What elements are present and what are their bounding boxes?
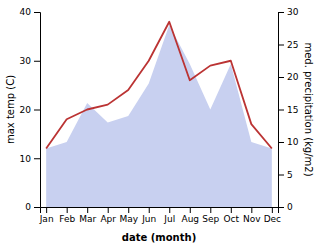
tick: 20 xyxy=(20,105,40,115)
tick: Dec xyxy=(264,207,281,224)
tick-label: 30 xyxy=(20,56,32,66)
tick-label: Oct xyxy=(224,214,240,224)
tick: Jul xyxy=(163,207,175,224)
tick-mark xyxy=(231,207,232,213)
tick-mark xyxy=(278,175,284,176)
tick: May xyxy=(119,207,138,224)
tick-mark xyxy=(251,207,252,213)
tick-label: 20 xyxy=(287,72,299,82)
tick-label: 30 xyxy=(287,7,299,17)
marks xyxy=(46,22,272,207)
tick-mark xyxy=(34,110,40,111)
y2-axis: 0 5 10 15 20 25 30 xyxy=(278,7,299,212)
axis-line xyxy=(41,208,279,214)
tick-label: Sep xyxy=(202,214,219,224)
tick-label: 20 xyxy=(20,105,32,115)
tick-mark xyxy=(278,77,284,78)
tick: Jan xyxy=(39,207,54,224)
tick: 40 xyxy=(20,7,40,17)
tick-mark xyxy=(210,207,211,213)
tick-mark xyxy=(67,207,68,213)
tick-label: Nov xyxy=(243,214,261,224)
tick-mark xyxy=(34,207,40,208)
y-axis: 0 10 20 30 40 xyxy=(20,7,41,212)
tick-label: 0 xyxy=(25,202,31,212)
tick: Mar xyxy=(79,207,96,224)
tick: 30 xyxy=(20,56,40,66)
tick-mark xyxy=(128,207,129,213)
tick-mark xyxy=(272,207,273,213)
tick-mark xyxy=(278,142,284,143)
tick-label: 10 xyxy=(287,137,299,147)
tick-label: Feb xyxy=(59,214,75,224)
tick: Sep xyxy=(202,207,219,224)
tick-label: 5 xyxy=(287,170,293,180)
plot-area: Jan Feb Mar AprMayJun Jul AugSep OctNovDec 0 10 2… xyxy=(20,7,299,224)
tick: 0 xyxy=(25,202,40,212)
tick-mark xyxy=(190,207,191,213)
tick-mark xyxy=(169,207,170,213)
tick: 10 xyxy=(20,154,40,164)
tick-mark xyxy=(34,158,40,159)
line xyxy=(46,22,272,149)
axis-line xyxy=(34,13,41,208)
tick-label: Jul xyxy=(163,214,175,224)
tick-mark xyxy=(278,207,284,208)
tick-label: 25 xyxy=(287,40,298,50)
tick-label: Apr xyxy=(100,214,116,224)
tick-label: 15 xyxy=(287,105,298,115)
tick-mark xyxy=(278,12,284,13)
tick-mark xyxy=(87,207,88,213)
tick: 5 xyxy=(278,170,293,180)
tick: Apr xyxy=(100,207,116,224)
tick-label: May xyxy=(119,214,138,224)
tick-mark xyxy=(34,61,40,62)
tick: 25 xyxy=(278,40,298,50)
tick-label: 10 xyxy=(20,154,32,164)
tick-label: 40 xyxy=(20,7,32,17)
x-axis-title: date (month) xyxy=(122,232,196,243)
tick: Oct xyxy=(224,207,240,224)
tick-label: Dec xyxy=(264,214,281,224)
tick-label: Mar xyxy=(79,214,96,224)
tick-mark xyxy=(34,12,40,13)
x-axis: Jan Feb Mar AprMayJun Jul AugSep OctNovDec xyxy=(39,207,281,224)
tick-mark xyxy=(46,207,47,213)
tick: Aug xyxy=(181,207,199,224)
tick-mark xyxy=(278,45,284,46)
y2-axis-title: med. precipitation (kg/m2) xyxy=(303,42,314,176)
tick-label: Jun xyxy=(141,214,156,224)
tick-label: Jan xyxy=(39,214,54,224)
tick: 0 xyxy=(278,202,293,212)
tick-mark xyxy=(278,110,284,111)
tick: 20 xyxy=(278,72,299,82)
tick-mark xyxy=(108,207,109,213)
y-axis-title: max temp (C) xyxy=(5,75,16,144)
chart: Jan Feb Mar AprMayJun Jul AugSep OctNovDec 0 10 2… xyxy=(0,0,318,247)
tick: Feb xyxy=(59,207,75,224)
area xyxy=(46,25,272,207)
tick: 10 xyxy=(278,137,299,147)
tick-label: Aug xyxy=(181,214,199,224)
tick-mark xyxy=(149,207,150,213)
tick-label: 0 xyxy=(287,202,293,212)
tick: 30 xyxy=(278,7,299,17)
tick: Jun xyxy=(141,207,156,224)
tick: Nov xyxy=(243,207,261,224)
tick: 15 xyxy=(278,105,298,115)
axis-line xyxy=(279,13,285,208)
